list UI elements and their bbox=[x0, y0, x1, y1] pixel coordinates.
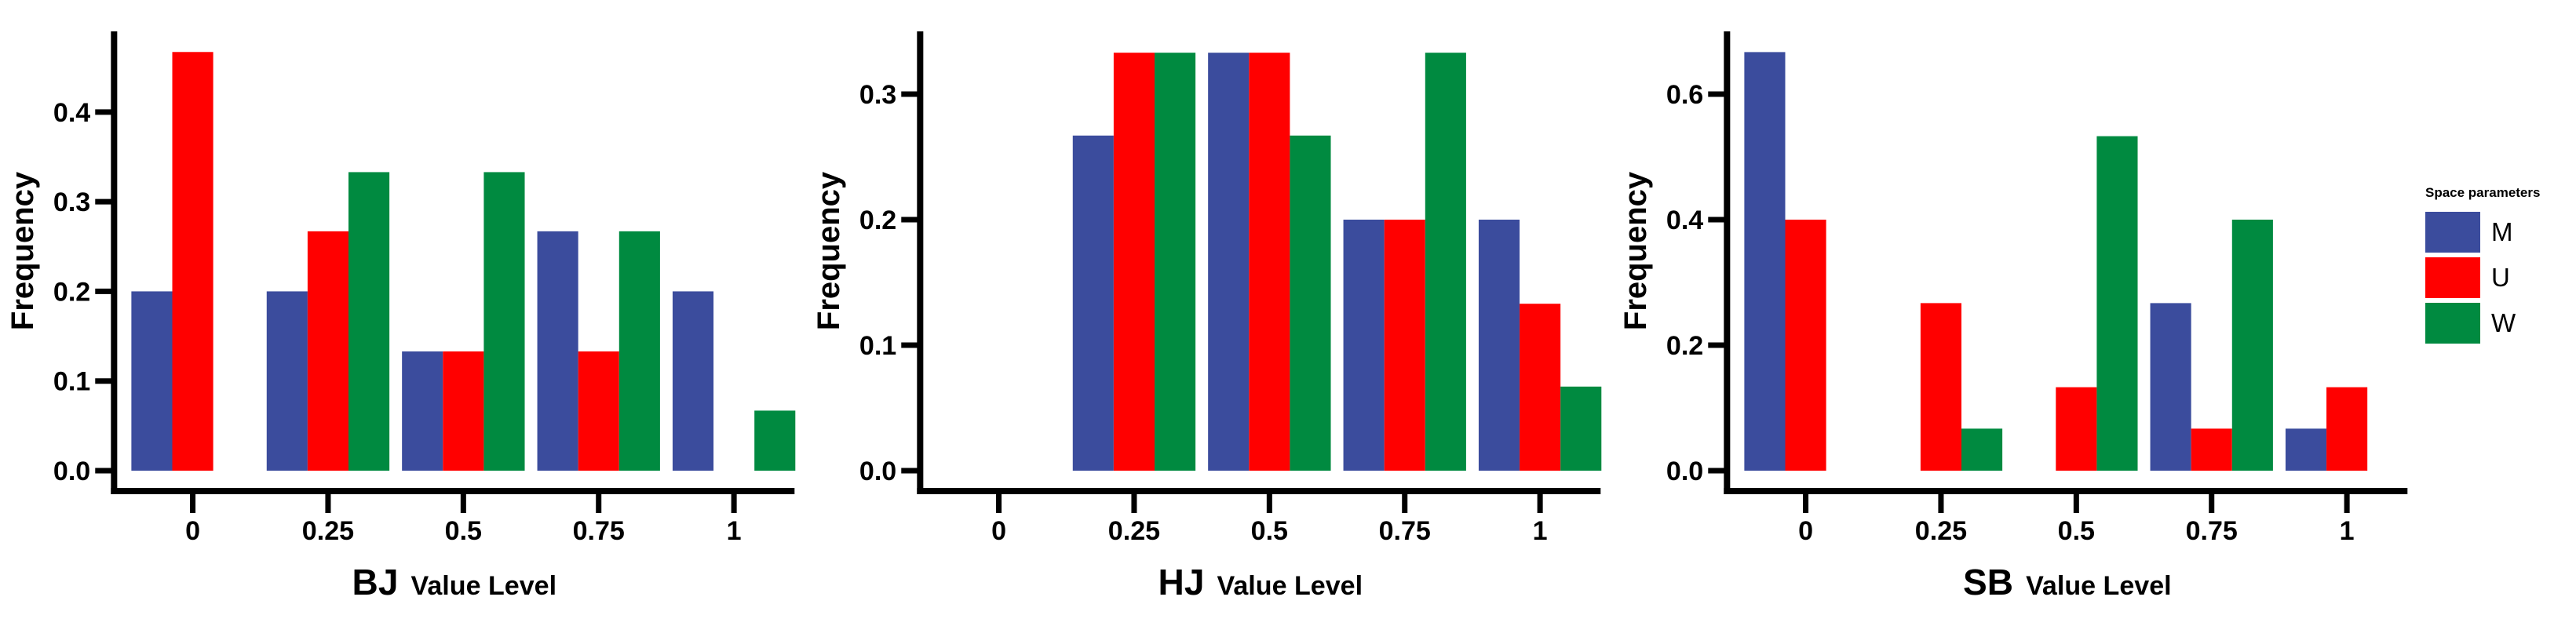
y-tick-label: 0.1 bbox=[53, 367, 90, 397]
y-tick-label: 0.3 bbox=[859, 80, 896, 110]
legend-entry-w: W bbox=[2425, 303, 2576, 344]
bar-m-x0 bbox=[131, 291, 173, 471]
bar-m-x0.75 bbox=[2150, 303, 2191, 471]
bar-m-x1 bbox=[2285, 428, 2326, 471]
x-tick-label: 1 bbox=[2339, 516, 2354, 546]
legend-label-w: W bbox=[2490, 308, 2516, 337]
y-axis-title: Frequency bbox=[812, 171, 846, 330]
x-tick-label: 1 bbox=[1533, 516, 1548, 546]
bar-m-x0.25 bbox=[1073, 135, 1115, 471]
y-tick-label: 0.2 bbox=[53, 277, 90, 307]
bar-u-x1 bbox=[1520, 304, 1561, 471]
bar-m-x0.5 bbox=[402, 351, 443, 471]
bar-m-x1 bbox=[672, 291, 714, 471]
hj-chart: 0.0 0.1 0.2 0.3 0 0.25 0.5 0.75 1 Frequency HJ Valu… bbox=[812, 31, 1602, 602]
y-tick-label: 0.0 bbox=[1666, 457, 1703, 486]
legend-label-u: U bbox=[2490, 263, 2510, 292]
chart-panel-hj: 0.0 0.1 0.2 0.3 0 0.25 0.5 0.75 1 Frequency HJ Valu… bbox=[806, 0, 1612, 626]
bar-u-x0.75 bbox=[2191, 428, 2232, 471]
x-tick-label: 0.5 bbox=[1251, 516, 1288, 546]
x-axis-title: SB Value Level bbox=[1963, 562, 2172, 602]
bar-w-x0.5 bbox=[1290, 135, 1331, 471]
y-tick-label: 0.2 bbox=[859, 206, 896, 235]
legend-label-m: M bbox=[2490, 217, 2513, 246]
chart-panel-sb: 0.0 0.2 0.4 0.6 0 0.25 0.5 0.75 1 Frequency SB Valu… bbox=[1613, 0, 2419, 626]
bar-u-x0.5 bbox=[443, 351, 484, 471]
legend-swatch-u bbox=[2425, 257, 2480, 298]
x-tick-label: 0 bbox=[185, 516, 200, 546]
y-tick-label: 0.4 bbox=[1666, 206, 1703, 235]
y-tick-label: 0.0 bbox=[859, 457, 896, 486]
bar-u-x0.25 bbox=[1114, 53, 1155, 471]
bar-u-x1 bbox=[2326, 387, 2367, 471]
bar-u-x0.5 bbox=[2055, 387, 2097, 471]
bar-w-x0.75 bbox=[1425, 53, 1467, 471]
y-tick-label: 0.1 bbox=[859, 331, 896, 361]
x-tick-label: 1 bbox=[727, 516, 742, 546]
bar-u-x0.5 bbox=[1249, 53, 1290, 471]
panel-title-prefix: BJ bbox=[352, 562, 399, 602]
x-tick-label: 0.25 bbox=[1914, 516, 1966, 546]
legend-swatch-m bbox=[2425, 212, 2480, 253]
x-tick-label: 0.5 bbox=[2057, 516, 2094, 546]
bar-m-x0.75 bbox=[537, 231, 578, 471]
bar-u-x0.75 bbox=[578, 351, 619, 471]
bar-w-x0.25 bbox=[1155, 53, 1196, 471]
bar-w-x0.5 bbox=[2096, 136, 2138, 471]
bar-w-x0.75 bbox=[618, 231, 660, 471]
bar-m-x0.25 bbox=[266, 291, 308, 471]
bar-m-x0 bbox=[1744, 52, 1786, 471]
x-tick-label: 0.5 bbox=[445, 516, 482, 546]
bar-w-x0.25 bbox=[1961, 428, 2002, 471]
y-tick-label: 0.2 bbox=[1666, 331, 1703, 361]
bar-w-x1 bbox=[754, 410, 796, 471]
x-tick-label: 0.75 bbox=[1379, 516, 1431, 546]
panel-title-prefix: SB bbox=[1963, 562, 2013, 602]
y-axis-title: Frequency bbox=[5, 171, 40, 330]
bar-w-x0.25 bbox=[348, 172, 390, 471]
bar-u-x0.25 bbox=[307, 231, 349, 471]
x-axis-title: HJ Value Level bbox=[1158, 562, 1363, 602]
y-axis-title: Frequency bbox=[1618, 171, 1653, 330]
bar-m-x0.75 bbox=[1343, 220, 1385, 471]
x-tick-label: 0.25 bbox=[302, 516, 354, 546]
y-tick-label: 0.0 bbox=[53, 457, 90, 486]
x-tick-label: 0 bbox=[991, 516, 1006, 546]
y-tick-label: 0.6 bbox=[1666, 80, 1703, 110]
y-tick-label: 0.3 bbox=[53, 187, 90, 217]
chart-panel-bj: 0.0 0.1 0.2 0.3 0.4 0 0.25 0.5 0.75 1 Frequency BJ V… bbox=[0, 0, 806, 626]
panel-title-rest: Value Level bbox=[2026, 571, 2172, 601]
bar-w-x0.5 bbox=[483, 172, 525, 471]
sb-chart: 0.0 0.2 0.4 0.6 0 0.25 0.5 0.75 1 Frequency SB Valu… bbox=[1618, 31, 2407, 602]
bar-m-x1 bbox=[1479, 220, 1520, 471]
panel-title-prefix: HJ bbox=[1158, 562, 1205, 602]
bar-u-x0.75 bbox=[1384, 220, 1426, 471]
y-tick-label: 0.4 bbox=[53, 98, 90, 128]
x-tick-label: 0.75 bbox=[573, 516, 625, 546]
bar-u-x0 bbox=[172, 52, 213, 471]
x-axis-title: BJ Value Level bbox=[352, 562, 557, 602]
panel-title-rest: Value Level bbox=[411, 571, 557, 601]
legend-swatch-w bbox=[2425, 303, 2480, 344]
bar-w-x1 bbox=[1560, 386, 1602, 471]
panel-title-rest: Value Level bbox=[1217, 571, 1363, 601]
legend-entry-m: M bbox=[2425, 212, 2576, 253]
bar-m-x0.5 bbox=[1208, 53, 1250, 471]
bar-u-x0.25 bbox=[1920, 303, 1961, 471]
legend-entry-u: U bbox=[2425, 257, 2576, 298]
bar-w-x0.75 bbox=[2231, 220, 2273, 471]
bar-u-x0 bbox=[1785, 220, 1826, 471]
legend-title: Space parameters bbox=[2425, 185, 2541, 200]
x-tick-label: 0.25 bbox=[1108, 516, 1160, 546]
x-tick-label: 0.75 bbox=[2185, 516, 2237, 546]
bj-chart: 0.0 0.1 0.2 0.3 0.4 0 0.25 0.5 0.75 1 Frequency BJ V… bbox=[5, 31, 796, 602]
x-tick-label: 0 bbox=[1798, 516, 1813, 546]
